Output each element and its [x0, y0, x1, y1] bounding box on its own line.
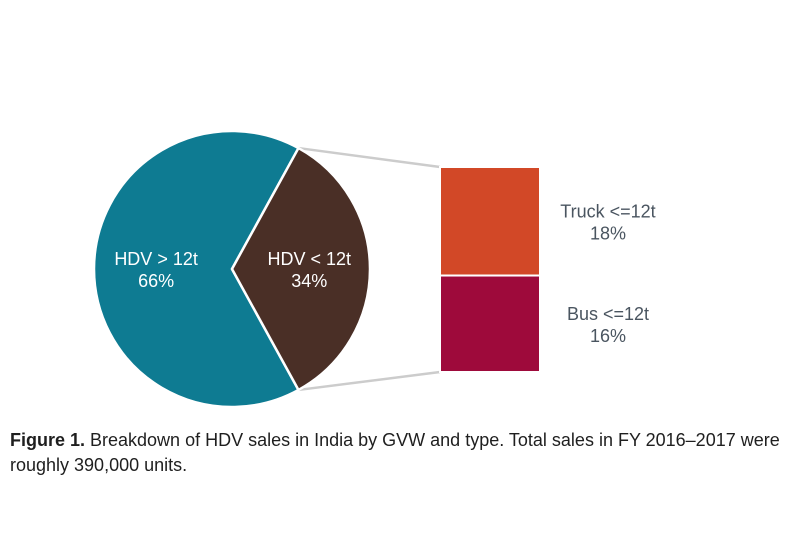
pie-slice-hdv-12t: [230, 146, 372, 392]
connector-lines: [298, 146, 441, 392]
bar-value-truck-12t: 18%: [590, 223, 626, 243]
pie-value-hdv-12t: 66%: [138, 271, 174, 291]
pie-label-hdv-12t: HDV < 12t: [268, 249, 352, 269]
pie-slice-hdv-12t: [92, 129, 300, 409]
caption-text: Breakdown of HDV sales in India by GVW a…: [10, 430, 780, 475]
bar-label-truck-12t: Truck <=12t: [560, 201, 655, 221]
pie: [92, 129, 372, 409]
bar-segment-bus-12t: [439, 274, 541, 374]
connector-line-top: [298, 146, 441, 169]
bar-value-bus-12t: 16%: [590, 326, 626, 346]
pie-label-hdv-12t: HDV > 12t: [114, 249, 198, 269]
bar-label-bus-12t: Bus <=12t: [567, 304, 649, 324]
breakdown-bar: [439, 166, 541, 374]
figure-caption: Figure 1. Breakdown of HDV sales in Indi…: [10, 428, 792, 478]
pie-value-hdv-12t: 34%: [291, 271, 327, 291]
bar-segment-truck-12t: [439, 166, 541, 277]
connector-line-bottom: [298, 370, 441, 392]
figure-label: Figure 1.: [10, 430, 86, 450]
